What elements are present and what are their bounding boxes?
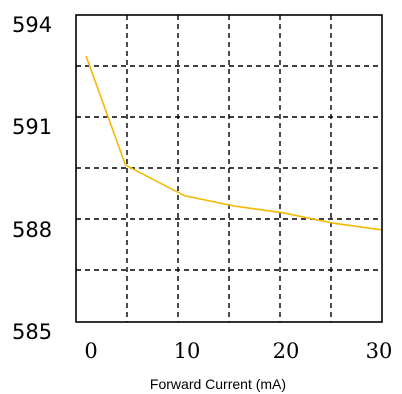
y-tick-label: 588 bbox=[12, 218, 52, 242]
grid-lines bbox=[76, 15, 382, 322]
x-tick-label: 30 bbox=[366, 339, 393, 363]
y-tick-label: 585 bbox=[12, 320, 52, 344]
y-tick-label: 591 bbox=[12, 115, 52, 139]
x-axis-ticks: 0 10 20 30 bbox=[84, 339, 392, 363]
x-tick-label: 0 bbox=[84, 339, 97, 363]
x-axis-label: Forward Current (mA) bbox=[150, 376, 286, 392]
y-axis-ticks: 594 591 588 585 bbox=[12, 13, 52, 344]
x-tick-label: 10 bbox=[174, 339, 201, 363]
y-tick-label: 594 bbox=[12, 13, 52, 37]
x-tick-label: 20 bbox=[273, 339, 300, 363]
plot-frame bbox=[75, 14, 383, 323]
series-line-0 bbox=[85, 55, 383, 231]
series-layer bbox=[85, 55, 383, 231]
